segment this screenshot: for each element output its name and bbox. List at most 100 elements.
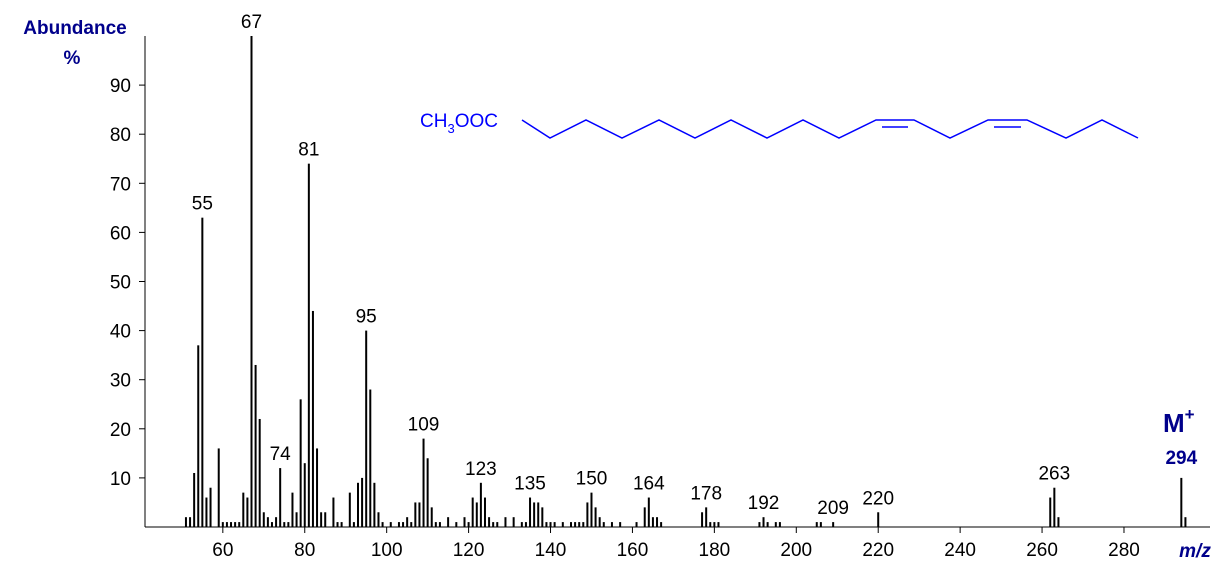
peak-label: 209 — [817, 498, 849, 519]
peak — [238, 522, 241, 527]
peak — [1184, 517, 1187, 527]
y-tick-label: 40 — [110, 322, 131, 343]
peak — [283, 522, 286, 527]
peak-label: 178 — [690, 483, 722, 504]
peak — [369, 389, 372, 527]
x-tick-label: 160 — [617, 540, 649, 561]
peak — [656, 517, 659, 527]
peak — [512, 517, 515, 527]
peak — [471, 497, 474, 527]
peak — [529, 497, 532, 527]
peak — [410, 522, 413, 527]
peak — [832, 522, 835, 527]
peak — [488, 517, 491, 527]
peak — [590, 492, 593, 527]
peak — [574, 522, 577, 527]
peak — [324, 512, 327, 527]
peak — [250, 36, 253, 527]
peak — [479, 482, 482, 527]
peak — [189, 517, 192, 527]
peak-label: 67 — [241, 12, 262, 33]
peak — [201, 217, 204, 528]
peak — [610, 522, 613, 527]
peak — [262, 512, 265, 527]
y-tick-label: 60 — [110, 223, 131, 244]
y-axis-label: Abundance — [23, 18, 126, 39]
x-tick-label: 100 — [371, 540, 403, 561]
peak-label: 294 — [1165, 448, 1197, 469]
peak-label: 135 — [514, 474, 546, 495]
peak — [357, 482, 359, 527]
peak — [316, 448, 319, 527]
peak — [348, 492, 351, 527]
peak — [221, 522, 224, 527]
y-tick-label: 30 — [110, 371, 131, 392]
peak — [184, 517, 187, 527]
peak — [705, 507, 708, 527]
peak — [418, 502, 421, 527]
y-tick-label: 10 — [110, 469, 131, 490]
y-tick-label: 70 — [110, 174, 131, 195]
peak — [193, 472, 196, 527]
peak-label: 81 — [298, 140, 319, 161]
peak — [381, 522, 384, 527]
peak — [594, 507, 597, 527]
peak — [361, 477, 364, 527]
peak — [455, 522, 458, 527]
peak-label: 55 — [192, 194, 213, 215]
peak-label: 74 — [270, 444, 292, 465]
peak — [209, 487, 212, 527]
y-tick-label: 80 — [110, 125, 131, 146]
x-tick-label: 280 — [1108, 540, 1140, 561]
chain — [521, 119, 1139, 139]
structure-part: 3 — [447, 121, 454, 136]
peak-label: 263 — [1038, 464, 1070, 485]
peak — [602, 522, 605, 527]
peak — [483, 497, 486, 527]
peak — [266, 517, 269, 527]
y-tick-label: 20 — [110, 420, 131, 441]
peak — [1057, 517, 1060, 527]
x-tick-label: 220 — [862, 540, 894, 561]
peak-label: 150 — [576, 469, 608, 490]
peak — [758, 522, 761, 527]
peak — [434, 522, 437, 527]
peak — [320, 512, 323, 527]
peak — [635, 522, 638, 527]
peak — [660, 522, 663, 527]
peak — [397, 522, 400, 527]
peak — [197, 345, 200, 527]
peak — [430, 507, 433, 527]
peak-label: 95 — [356, 307, 377, 328]
peak — [377, 512, 380, 527]
peak — [303, 463, 306, 527]
peak — [647, 497, 650, 527]
peak — [246, 497, 249, 527]
peak — [598, 517, 601, 527]
peak — [619, 522, 622, 527]
peak — [492, 522, 495, 527]
y-axis-unit: % — [64, 48, 81, 69]
peak-label: 164 — [633, 474, 665, 495]
peak — [651, 517, 654, 527]
peak — [373, 482, 376, 527]
peak — [717, 522, 720, 527]
peak — [230, 522, 233, 527]
peak — [475, 502, 478, 527]
peak — [524, 522, 527, 527]
peak-label: 192 — [748, 493, 780, 514]
peak — [545, 522, 548, 527]
structure-part: OOC — [455, 111, 498, 132]
peak — [307, 163, 310, 527]
peak — [422, 438, 425, 527]
peak — [291, 492, 294, 527]
x-tick-label: 260 — [1026, 540, 1058, 561]
peak — [336, 522, 339, 527]
x-axis-label: m/z — [1179, 541, 1211, 562]
peak — [254, 364, 257, 527]
peak — [414, 502, 417, 527]
peak — [709, 522, 712, 527]
peak — [553, 522, 556, 527]
x-tick-label: 200 — [780, 540, 812, 561]
